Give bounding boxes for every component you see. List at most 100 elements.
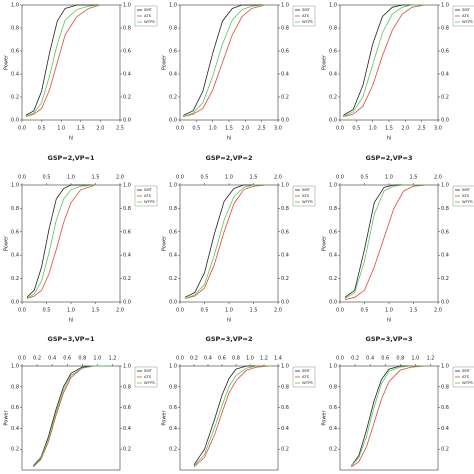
y2-tick-label: 0.8 xyxy=(281,26,289,32)
y2-tick-label: 0.0 xyxy=(441,118,449,124)
legend-box xyxy=(134,5,158,27)
y2-tick-label: 0.6 xyxy=(123,49,131,55)
plot-frame xyxy=(179,365,279,471)
y-tick-label: 0.0 xyxy=(11,300,19,306)
x-tick-label: 1.0 xyxy=(209,126,217,132)
panel: GSP=2,VP=2 Power hl 0.0 0.2 0.4 0.6 0.8 1.0 0.0 0.… xyxy=(162,154,316,324)
plot-frame xyxy=(339,184,439,303)
x2-tick-label: 0.0 xyxy=(18,356,26,362)
panel: GSP=3,VP=3 Power 0.2 0.4 0.6 0.8 1.0 0.2 0.4 0.6 0… xyxy=(322,335,474,471)
legend-label: WTPS xyxy=(144,19,155,24)
y-tick-label: 0.0 xyxy=(329,118,337,124)
y-tick-label: 0.8 xyxy=(169,206,177,212)
series-line xyxy=(33,365,109,468)
y-tick-label: 1.0 xyxy=(329,364,337,370)
panel: Power hl 0.0 0.2 0.4 0.6 0.8 1.0 0.0 0.2 0.4 0.6 0.8… xyxy=(162,3,316,142)
y2-tick-label: 0.6 xyxy=(281,229,289,235)
x2-tick-label: 1.0 xyxy=(67,175,75,181)
y-tick-label: 0.8 xyxy=(169,384,177,390)
x-axis-label: hl xyxy=(69,318,74,324)
x2-tick-label: 1.0 xyxy=(225,175,233,181)
series-line xyxy=(184,184,269,299)
y-tick-label: 0.6 xyxy=(329,229,337,235)
y2-tick-label: 0.4 xyxy=(281,72,289,78)
y-tick-label: 1.0 xyxy=(169,364,177,370)
series-line xyxy=(344,184,429,299)
y-tick-label: 0.6 xyxy=(11,405,19,411)
series-line xyxy=(193,365,271,467)
x2-tick-label: 0.5 xyxy=(361,175,369,181)
x-axis-label: hl xyxy=(387,318,392,324)
legend-label: SMT xyxy=(462,187,471,192)
y-tick-label: 0.6 xyxy=(169,229,177,235)
y-tick-label: 0.8 xyxy=(169,26,177,32)
y-axis-label: Power xyxy=(4,410,10,426)
series-line xyxy=(26,184,96,298)
x-tick-label: 1.0 xyxy=(67,308,75,314)
series-line xyxy=(183,4,266,117)
x-tick-label: 0.5 xyxy=(43,308,51,314)
y-tick-label: 0.8 xyxy=(11,26,19,32)
series-line xyxy=(33,365,109,468)
x2-tick-label: 1.4 xyxy=(274,356,282,362)
y-tick-label: 0.8 xyxy=(329,206,337,212)
y-tick-label: 0.2 xyxy=(11,447,19,453)
y2-tick-label: 0.4 xyxy=(123,426,131,432)
series-line xyxy=(343,4,425,116)
legend-label: WTPS xyxy=(462,380,473,385)
series-line xyxy=(343,4,425,117)
y-axis-label: Power xyxy=(162,54,168,70)
y2-tick-label: 0.4 xyxy=(441,253,449,259)
plot-frame xyxy=(179,4,279,121)
plot-frame xyxy=(21,365,121,471)
y-tick-label: 1.0 xyxy=(169,183,177,189)
x2-tick-label: 1.2 xyxy=(426,356,434,362)
y2-tick-label: 0.8 xyxy=(281,206,289,212)
y-tick-label: 0.2 xyxy=(329,276,337,282)
y-tick-label: 0.0 xyxy=(169,300,177,306)
y2-tick-label: 0.8 xyxy=(441,384,449,390)
y2-tick-label: 1.0 xyxy=(441,183,449,189)
y-tick-label: 0.2 xyxy=(169,276,177,282)
plot-frame xyxy=(339,4,439,121)
legend-label: WTPS xyxy=(144,380,155,385)
x2-tick-label: 1.0 xyxy=(246,356,254,362)
y2-tick-label: 0.2 xyxy=(123,95,131,101)
y-axis-label: Power xyxy=(162,410,168,426)
x2-tick-label: 1.2 xyxy=(108,356,116,362)
x-tick-label: 2.0 xyxy=(401,126,409,132)
x-tick-label: 0.0 xyxy=(336,308,344,314)
x-tick-label: 1.0 xyxy=(369,126,377,132)
y2-tick-label: 0.6 xyxy=(281,49,289,55)
y2-tick-label: 0.4 xyxy=(441,72,449,78)
legend-box xyxy=(292,185,316,207)
legend-label: WTPS xyxy=(302,19,313,24)
y2-tick-label: 0.8 xyxy=(123,26,131,32)
x-tick-label: 1.5 xyxy=(410,308,418,314)
y-tick-label: 0.4 xyxy=(169,253,177,259)
x-tick-label: 2.0 xyxy=(274,308,282,314)
y2-tick-label: 0.2 xyxy=(281,276,289,282)
legend-box xyxy=(292,366,316,388)
x2-tick-label: 0.2 xyxy=(33,356,41,362)
x-tick-label: 0.5 xyxy=(38,126,46,132)
legend-label: SMT xyxy=(302,368,311,373)
panel: Power hl 0.0 0.2 0.4 0.6 0.8 1.0 0.0 0.2 0.4 0.6 0.8… xyxy=(4,3,158,142)
y2-tick-label: 0.4 xyxy=(441,426,449,432)
y-tick-label: 0.2 xyxy=(11,95,19,101)
x2-tick-label: 0.4 xyxy=(366,356,374,362)
y-tick-label: 0.2 xyxy=(329,447,337,453)
x2-tick-label: 2.0 xyxy=(434,175,442,181)
y2-tick-label: 0.8 xyxy=(281,384,289,390)
series-line xyxy=(26,184,96,299)
y2-tick-label: 1.0 xyxy=(281,183,289,189)
x2-tick-label: 1.2 xyxy=(260,356,268,362)
legend-label: SMT xyxy=(144,7,153,12)
y-tick-label: 0.8 xyxy=(329,26,337,32)
x-tick-label: 1.0 xyxy=(225,308,233,314)
x2-tick-label: 0.6 xyxy=(218,356,226,362)
x2-tick-label: 0.8 xyxy=(232,356,240,362)
y2-tick-label: 0.2 xyxy=(441,447,449,453)
y2-tick-label: 1.0 xyxy=(123,364,131,370)
legend-label: WTPS xyxy=(302,199,313,204)
